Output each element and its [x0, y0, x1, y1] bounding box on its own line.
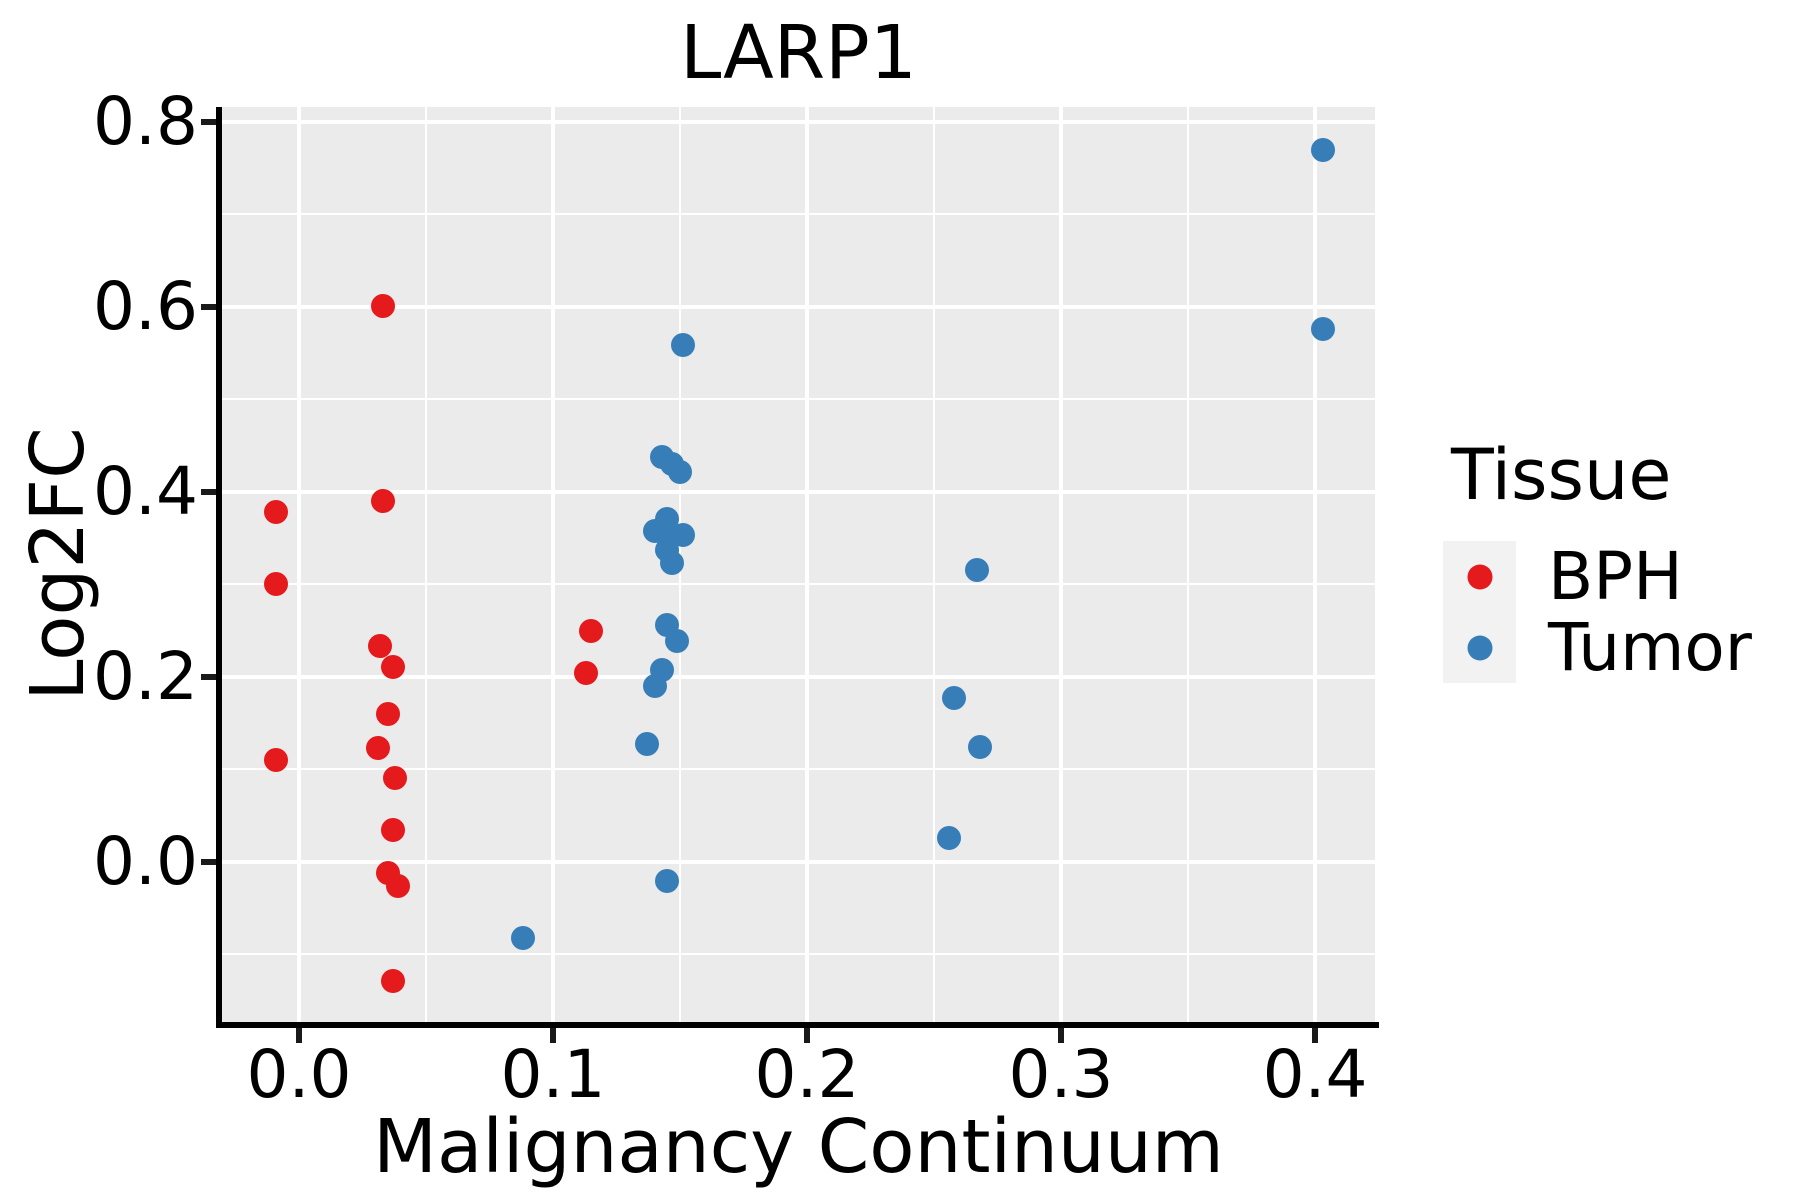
data-point-bph	[383, 765, 408, 790]
data-point-tumor	[642, 674, 667, 699]
legend: Tissue BPH Tumor	[1443, 440, 1752, 683]
legend-dot-tumor	[1467, 635, 1492, 660]
data-point-tumor	[660, 551, 685, 576]
minor-gridline-x	[424, 107, 427, 1022]
x-tick-mark	[295, 1028, 302, 1043]
legend-items: BPH Tumor	[1443, 541, 1752, 683]
x-tick-mark	[549, 1028, 556, 1043]
major-gridline-y	[222, 859, 1375, 864]
y-tick-mark	[201, 303, 216, 310]
data-point-bph	[264, 572, 289, 597]
x-tick-mark	[1312, 1028, 1319, 1043]
data-point-tumor	[965, 557, 990, 582]
data-point-tumor	[510, 925, 535, 950]
y-tick-label: 0.8	[93, 82, 198, 160]
legend-dot-bph	[1467, 564, 1492, 589]
x-tick-label: 0.1	[500, 1036, 606, 1113]
y-tick-mark	[201, 858, 216, 865]
minor-gridline-x	[1187, 107, 1190, 1022]
data-point-tumor	[670, 332, 695, 357]
y-axis-line	[216, 107, 222, 1028]
x-tick-label: 0.4	[1262, 1036, 1368, 1113]
major-gridline-x	[550, 107, 555, 1022]
data-point-bph	[574, 661, 598, 686]
data-point-tumor	[937, 825, 962, 850]
y-tick-label: 0.4	[93, 452, 198, 530]
plot-panel	[222, 107, 1375, 1022]
x-axis-title: Malignancy Continuum	[373, 1104, 1224, 1190]
minor-gridline-y	[222, 213, 1375, 216]
legend-item-tumor: Tumor	[1443, 612, 1752, 683]
data-point-tumor	[634, 731, 659, 756]
minor-gridline-x	[933, 107, 936, 1022]
legend-item-bph: BPH	[1443, 541, 1752, 612]
major-gridline-y	[222, 489, 1375, 494]
minor-gridline-y	[222, 398, 1375, 401]
legend-key	[1443, 612, 1516, 683]
data-point-bph	[368, 634, 393, 659]
minor-gridline-y	[222, 953, 1375, 956]
major-gridline-y	[222, 119, 1375, 124]
y-tick-mark	[201, 118, 216, 125]
legend-title: Tissue	[1451, 434, 1672, 516]
data-point-tumor	[967, 735, 992, 760]
data-point-tumor	[667, 460, 692, 485]
y-tick-label: 0.6	[93, 267, 198, 345]
y-tick-mark	[201, 673, 216, 680]
x-tick-label: 0.3	[1008, 1036, 1114, 1113]
data-point-tumor	[1310, 137, 1335, 162]
minor-gridline-y	[222, 583, 1375, 586]
legend-key	[1443, 541, 1516, 612]
data-point-bph	[380, 818, 405, 843]
plot-title: LARP1	[680, 10, 917, 96]
data-point-bph	[264, 500, 289, 525]
x-axis-line	[216, 1022, 1379, 1028]
major-gridline-x	[805, 107, 809, 1022]
y-tick-mark	[201, 488, 216, 495]
x-tick-label: 0.0	[246, 1036, 352, 1113]
major-gridline-y	[222, 674, 1375, 679]
data-point-bph	[386, 873, 411, 898]
data-point-bph	[380, 654, 405, 679]
legend-item-label: BPH	[1548, 537, 1683, 615]
major-gridline-y	[222, 304, 1375, 309]
data-point-tumor	[665, 628, 690, 653]
y-tick-label: 0.2	[93, 637, 198, 715]
major-gridline-x	[1313, 107, 1318, 1022]
data-point-bph	[375, 701, 400, 726]
data-point-bph	[365, 736, 390, 761]
x-tick-mark	[804, 1028, 810, 1043]
data-point-bph	[370, 489, 395, 514]
y-axis-title: Log2FC	[15, 427, 101, 701]
major-gridline-x	[296, 107, 301, 1022]
data-point-tumor	[942, 686, 967, 711]
data-point-bph	[264, 748, 289, 773]
data-point-tumor	[1310, 317, 1335, 342]
minor-gridline-y	[222, 768, 1375, 771]
x-tick-label: 0.2	[754, 1036, 860, 1113]
data-point-bph	[370, 293, 395, 318]
legend-item-label: Tumor	[1548, 608, 1752, 686]
x-tick-mark	[1058, 1028, 1065, 1043]
y-tick-label: 0.0	[93, 822, 198, 900]
data-point-tumor	[655, 869, 680, 894]
major-gridline-x	[1059, 107, 1064, 1022]
data-point-bph	[380, 969, 405, 994]
data-point-bph	[579, 618, 604, 643]
